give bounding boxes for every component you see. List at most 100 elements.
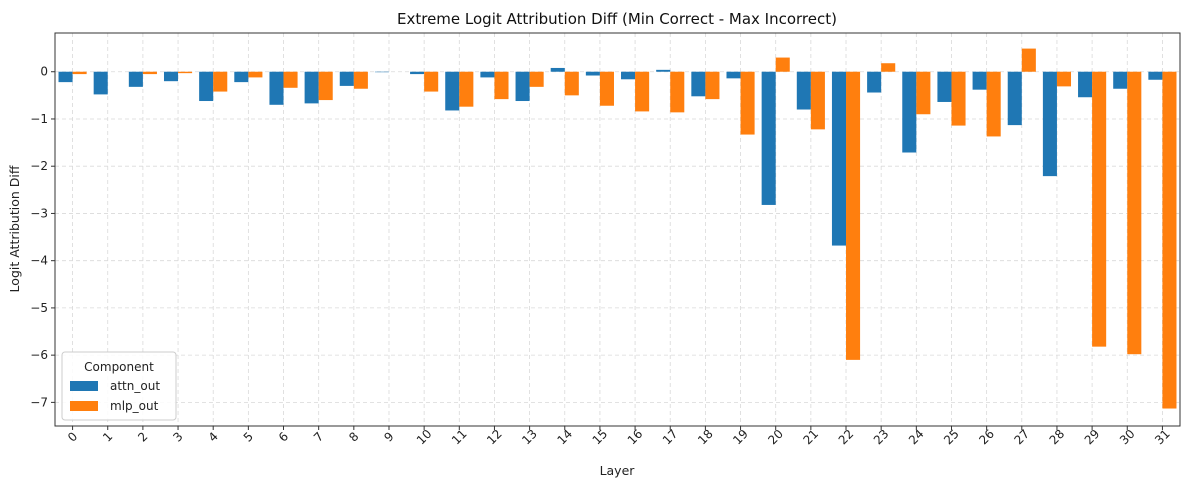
bar-mlp-out-layer-13 xyxy=(529,71,544,87)
x-tick-label: 31 xyxy=(1152,427,1173,448)
y-tick-label: −1 xyxy=(30,112,48,126)
x-tick-label: 5 xyxy=(241,429,256,444)
x-tick-label: 14 xyxy=(554,427,575,448)
x-axis: 0 1 2 3 4 5 6 7 8 9 10 11 12 13 14 15 16 17 18 19 20 21 22 23 24… xyxy=(65,426,1173,447)
x-tick-label: 26 xyxy=(976,427,997,448)
bar-mlp-out-layer-16 xyxy=(635,71,650,112)
bar-attn-out-layer-20 xyxy=(761,71,776,205)
bar-attn-out-layer-31 xyxy=(1148,71,1163,80)
y-tick-label: −6 xyxy=(30,348,48,362)
bar-attn-out-layer-11 xyxy=(445,71,460,111)
x-tick-label: 13 xyxy=(519,427,540,448)
x-tick-label: 16 xyxy=(625,427,646,448)
bar-mlp-out-layer-14 xyxy=(564,71,579,96)
x-tick-label: 4 xyxy=(206,429,221,444)
plot-frame xyxy=(54,32,1181,427)
bar-attn-out-layer-15 xyxy=(585,71,600,76)
x-tick-label: 25 xyxy=(941,427,962,448)
x-tick-label: 8 xyxy=(346,429,361,444)
bar-attn-out-layer-10 xyxy=(410,71,425,75)
bar-mlp-out-layer-12 xyxy=(494,71,509,100)
x-tick-label: 23 xyxy=(871,427,892,448)
bar-mlp-out-layer-20 xyxy=(775,57,790,72)
bar-attn-out-layer-0 xyxy=(58,71,73,83)
bar-mlp-out-layer-24 xyxy=(916,71,931,115)
bar-attn-out-layer-16 xyxy=(621,71,636,80)
bar-attn-out-layer-14 xyxy=(550,67,565,72)
x-tick-label: 21 xyxy=(801,427,822,448)
bar-attn-out-layer-7 xyxy=(304,71,319,104)
x-tick-label: 20 xyxy=(765,427,786,448)
bar-attn-out-layer-21 xyxy=(796,71,811,110)
x-tick-label: 24 xyxy=(906,427,927,448)
x-tick-label: 27 xyxy=(1011,427,1032,448)
bar-mlp-out-layer-27 xyxy=(1021,48,1036,72)
bar-mlp-out-layer-11 xyxy=(459,71,474,107)
bar-mlp-out-layer-2 xyxy=(142,71,157,75)
bar-mlp-out-layer-4 xyxy=(213,71,228,92)
bar-mlp-out-layer-0 xyxy=(72,71,87,75)
y-axis: 0 −1 −2 −3 −4 −5 −6 −7 xyxy=(30,65,55,409)
bar-mlp-out-layer-26 xyxy=(986,71,1001,137)
x-tick-label: 18 xyxy=(695,427,716,448)
bar-mlp-out-layer-31 xyxy=(1162,71,1177,409)
chart-title: Extreme Logit Attribution Diff (Min Corr… xyxy=(397,10,837,28)
bar-attn-out-layer-17 xyxy=(656,69,671,72)
bar-attn-out-layer-26 xyxy=(972,71,987,90)
y-axis-label: Logit Attribution Diff xyxy=(7,165,22,292)
bar-attn-out-layer-1 xyxy=(93,71,108,95)
bar-attn-out-layer-13 xyxy=(515,71,530,102)
legend-swatch-mlp-out xyxy=(70,401,98,411)
bar-mlp-out-layer-30 xyxy=(1127,71,1142,355)
y-tick-label: −2 xyxy=(30,159,48,173)
bar-mlp-out-layer-3 xyxy=(178,71,193,74)
x-tick-label: 30 xyxy=(1117,427,1138,448)
bar-mlp-out-layer-5 xyxy=(248,71,263,78)
bar-attn-out-layer-27 xyxy=(1007,71,1022,126)
bar-attn-out-layer-2 xyxy=(128,71,143,87)
x-tick-label: 7 xyxy=(311,429,326,444)
legend-label-mlp-out: mlp_out xyxy=(110,399,159,413)
bar-attn-out-layer-25 xyxy=(937,71,952,102)
bar-mlp-out-layer-29 xyxy=(1092,71,1107,347)
bar-mlp-out-layer-28 xyxy=(1056,71,1072,87)
bar-mlp-out-layer-15 xyxy=(599,71,614,106)
x-tick-label: 29 xyxy=(1082,427,1103,448)
legend-title: Component xyxy=(84,360,154,374)
bars xyxy=(58,48,1177,409)
bar-attn-out-layer-24 xyxy=(902,71,917,153)
x-tick-label: 0 xyxy=(65,429,80,444)
bar-attn-out-layer-4 xyxy=(199,71,214,102)
x-tick-label: 10 xyxy=(414,427,435,448)
bar-mlp-out-layer-7 xyxy=(318,71,333,101)
x-tick-label: 17 xyxy=(660,427,681,448)
bar-attn-out-layer-3 xyxy=(163,71,179,82)
bar-attn-out-layer-12 xyxy=(480,71,495,78)
x-tick-label: 1 xyxy=(100,429,115,444)
x-tick-label: 12 xyxy=(484,427,505,448)
x-tick-label: 9 xyxy=(381,429,396,444)
bar-attn-out-layer-30 xyxy=(1113,71,1128,89)
bar-attn-out-layer-23 xyxy=(867,71,882,93)
bar-mlp-out-layer-21 xyxy=(810,71,825,130)
bar-mlp-out-layer-18 xyxy=(705,71,720,100)
legend-label-attn-out: attn_out xyxy=(110,379,160,393)
bar-mlp-out-layer-6 xyxy=(283,71,298,88)
x-tick-label: 2 xyxy=(135,429,150,444)
y-tick-label: −4 xyxy=(30,254,48,268)
x-tick-label: 3 xyxy=(170,429,185,444)
bar-mlp-out-layer-19 xyxy=(740,71,755,135)
x-tick-label: 22 xyxy=(836,427,857,448)
bar-attn-out-layer-22 xyxy=(831,71,847,246)
y-tick-label: 0 xyxy=(40,65,48,79)
x-tick-label: 19 xyxy=(730,427,751,448)
bar-mlp-out-layer-22 xyxy=(846,71,861,360)
bar-attn-out-layer-6 xyxy=(269,71,284,105)
y-tick-label: −5 xyxy=(30,301,48,315)
x-tick-label: 11 xyxy=(449,427,470,448)
bar-attn-out-layer-8 xyxy=(339,71,354,86)
x-tick-label: 28 xyxy=(1047,427,1068,448)
bar-attn-out-layer-19 xyxy=(726,71,741,79)
bar-mlp-out-layer-10 xyxy=(424,71,439,92)
